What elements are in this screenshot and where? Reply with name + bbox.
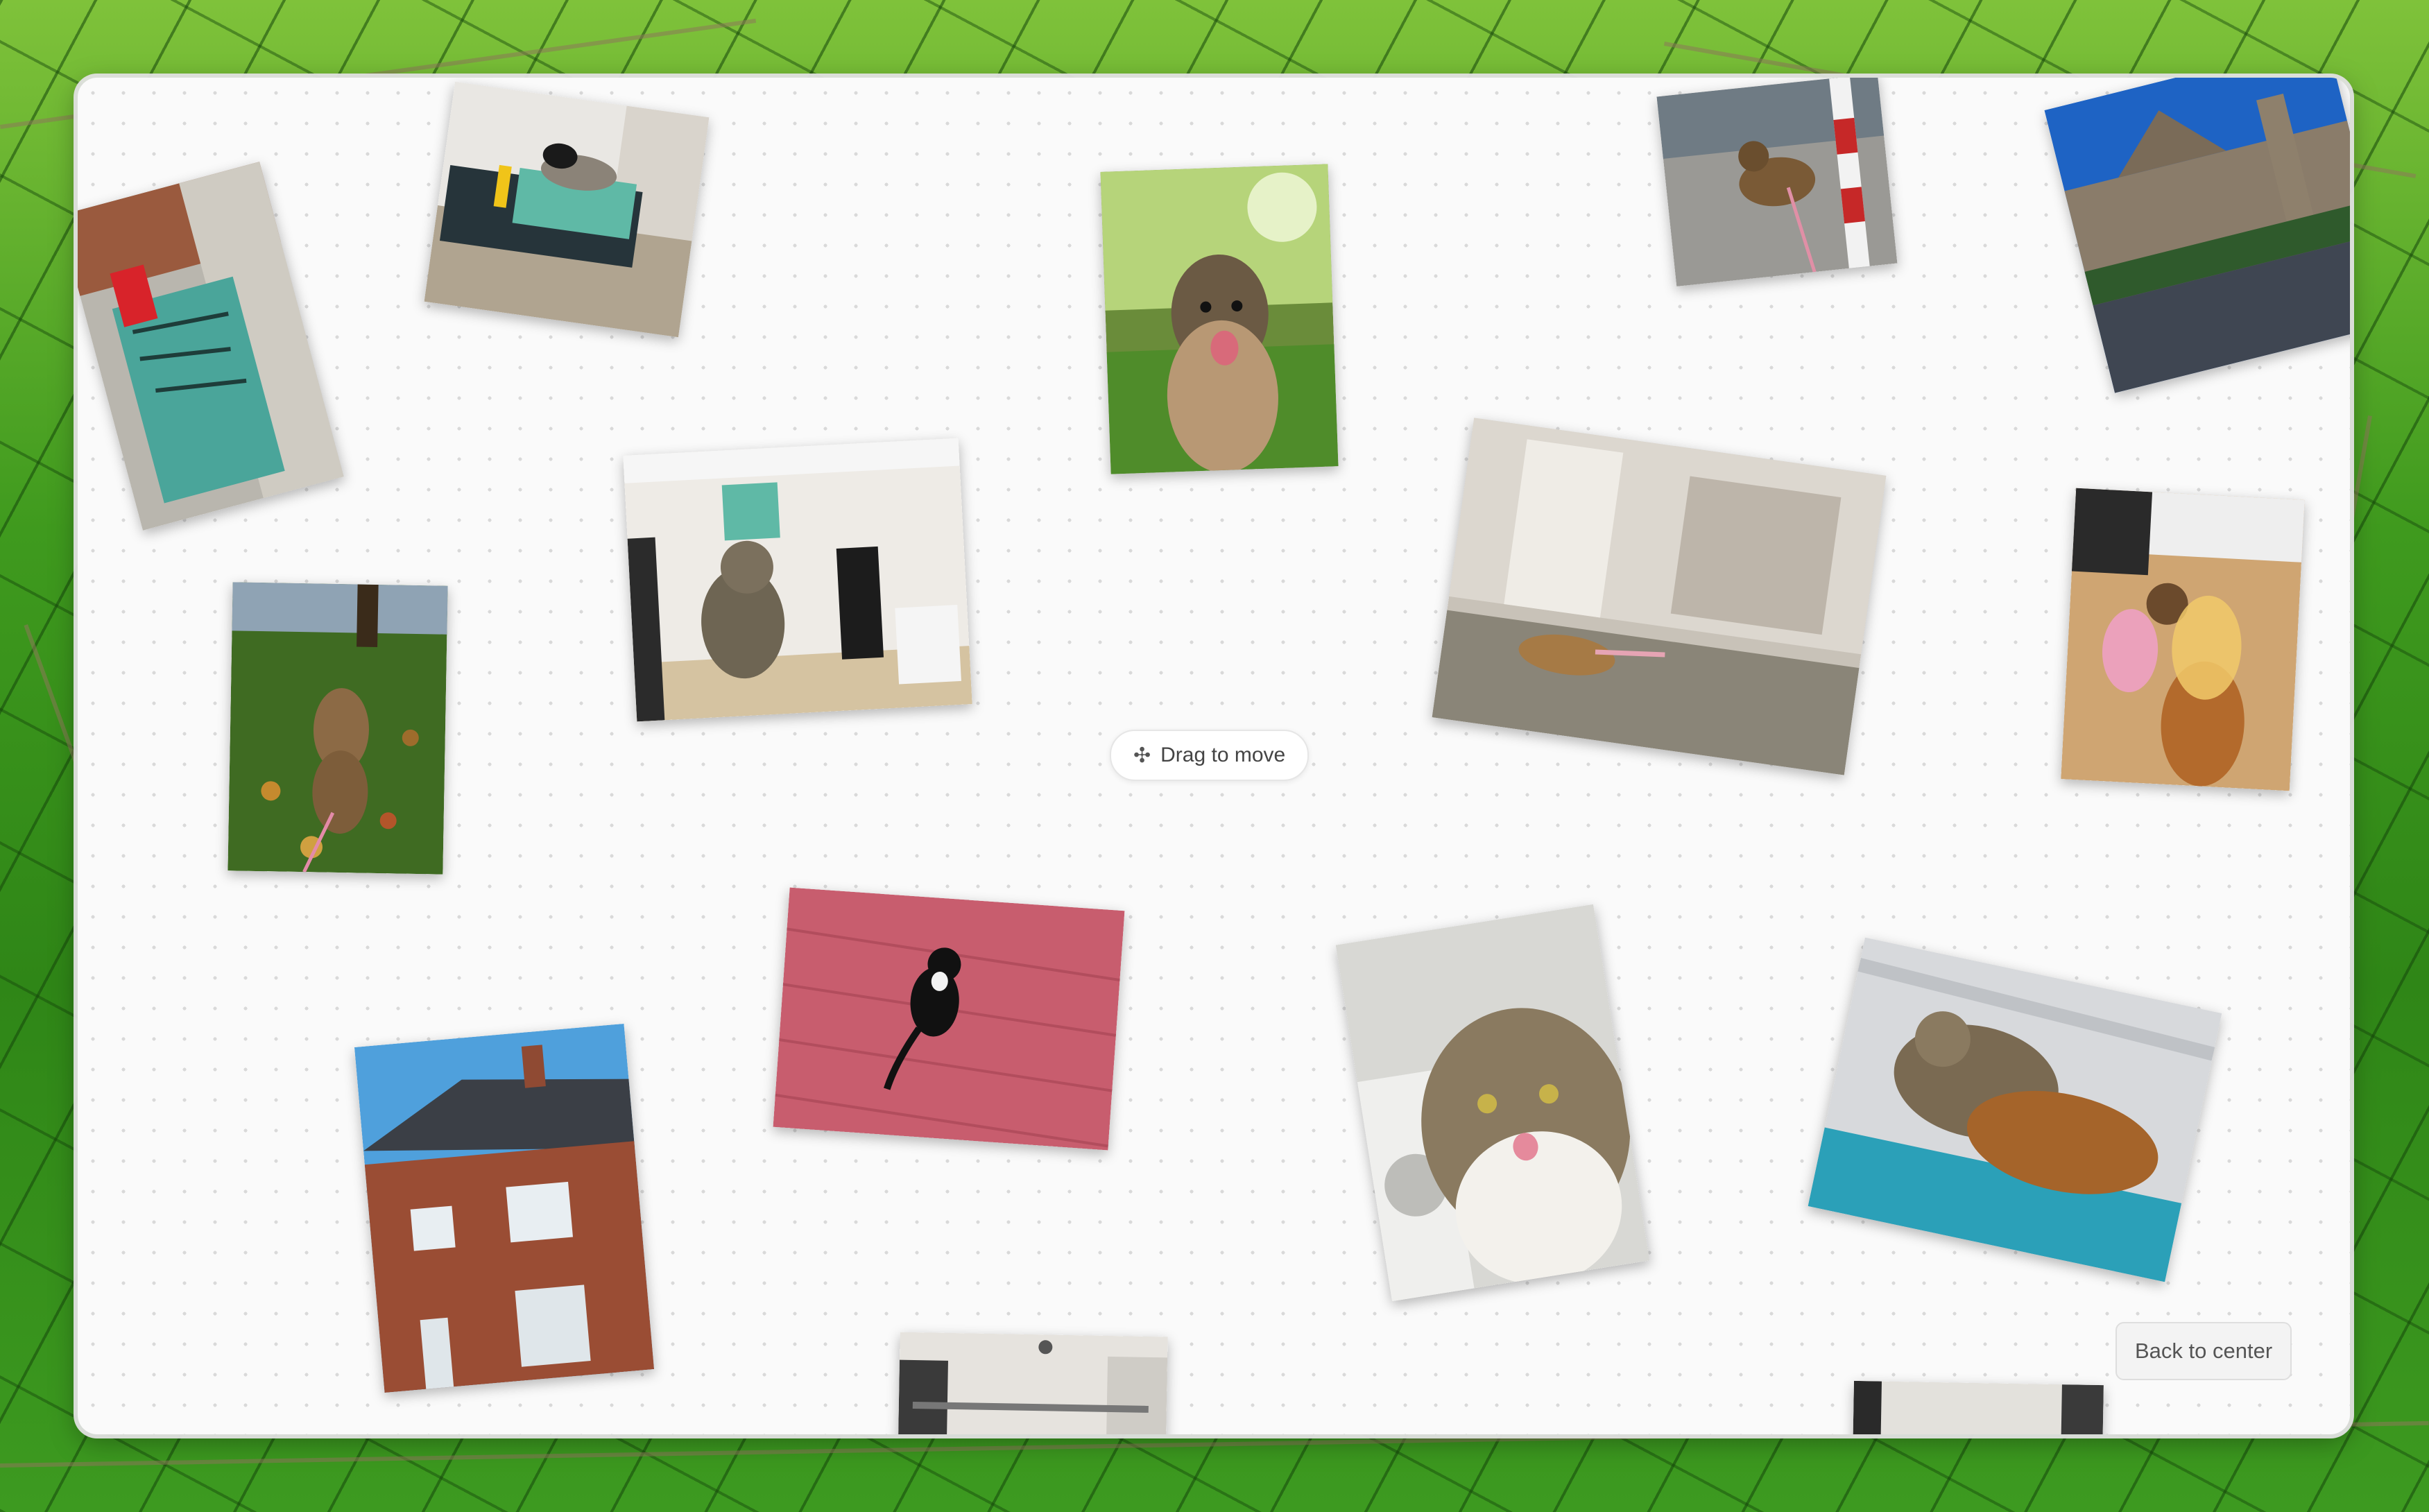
drag-hint: ✣ Drag to move <box>1110 730 1310 781</box>
photo-dog-autumn-leaves[interactable] <box>228 582 448 875</box>
photo-dog-on-sidewalk[interactable] <box>1656 78 1898 286</box>
move-icon: ✣ <box>1133 744 1151 767</box>
photo-dog-running-blur[interactable] <box>1432 418 1887 775</box>
photo-cats-cuddling[interactable] <box>1808 937 2222 1282</box>
photo-canvas-window[interactable]: ✣ Drag to move Back to center <box>78 78 2350 1434</box>
photo-dog-butterfly-wings[interactable] <box>2061 488 2305 791</box>
photo-brick-house[interactable] <box>354 1023 655 1393</box>
photo-cat-tongue[interactable] <box>1335 904 1650 1302</box>
photo-hallway-partial[interactable] <box>898 1332 1168 1434</box>
photo-cat-red-floor[interactable] <box>773 887 1125 1151</box>
drag-hint-label: Drag to move <box>1160 744 1286 766</box>
photo-cathedral[interactable] <box>2044 78 2350 393</box>
photo-dog-park-selfie[interactable] <box>1100 164 1339 474</box>
photo-cat-kitchen[interactable] <box>623 438 972 722</box>
back-to-center-button[interactable]: Back to center <box>2115 1322 2292 1380</box>
photo-partial-bottom-right[interactable] <box>1853 1380 2104 1434</box>
photo-teal-box-wall[interactable] <box>78 162 344 531</box>
photo-cats-on-chair[interactable] <box>424 81 710 338</box>
